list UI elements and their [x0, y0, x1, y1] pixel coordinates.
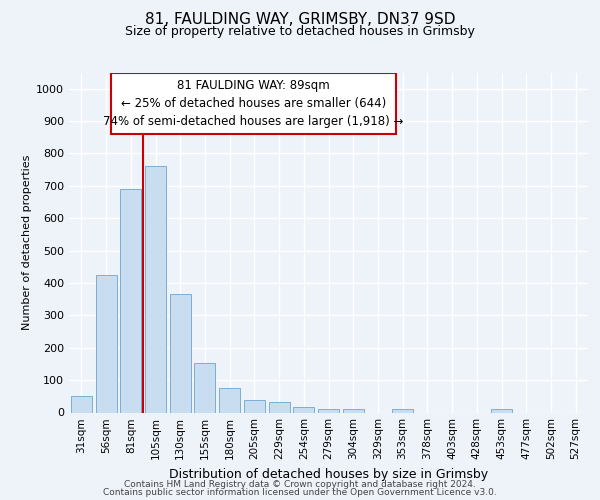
Bar: [219, 388, 240, 412]
Bar: [194, 364, 215, 412]
Bar: [318, 408, 339, 412]
Text: 81 FAULDING WAY: 89sqm
← 25% of detached houses are smaller (644)
74% of semi-de: 81 FAULDING WAY: 89sqm ← 25% of detached…: [103, 78, 403, 128]
Bar: [145, 166, 166, 412]
FancyBboxPatch shape: [110, 72, 396, 134]
Text: 81, FAULDING WAY, GRIMSBY, DN37 9SD: 81, FAULDING WAY, GRIMSBY, DN37 9SD: [145, 12, 455, 28]
Text: Contains public sector information licensed under the Open Government Licence v3: Contains public sector information licen…: [103, 488, 497, 497]
Bar: [244, 400, 265, 412]
Bar: [491, 410, 512, 412]
Bar: [392, 410, 413, 412]
Bar: [120, 189, 141, 412]
X-axis label: Distribution of detached houses by size in Grimsby: Distribution of detached houses by size …: [169, 468, 488, 481]
Bar: [293, 406, 314, 412]
Bar: [170, 294, 191, 412]
Text: Contains HM Land Registry data © Crown copyright and database right 2024.: Contains HM Land Registry data © Crown c…: [124, 480, 476, 489]
Bar: [343, 410, 364, 412]
Bar: [95, 275, 116, 412]
Bar: [269, 402, 290, 412]
Y-axis label: Number of detached properties: Number of detached properties: [22, 155, 32, 330]
Bar: [71, 396, 92, 412]
Text: Size of property relative to detached houses in Grimsby: Size of property relative to detached ho…: [125, 25, 475, 38]
